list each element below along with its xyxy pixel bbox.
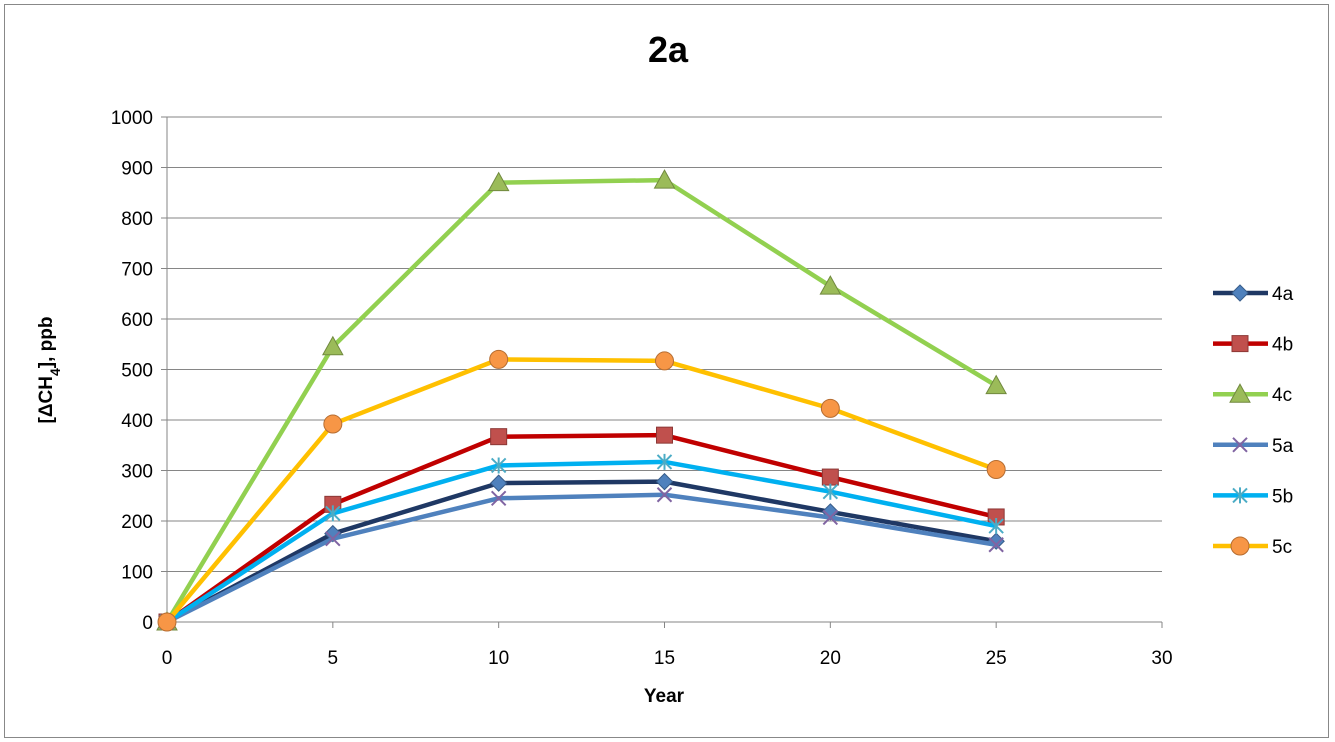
series-line (165, 177, 998, 624)
legend-label: 4a (1272, 284, 1294, 305)
legend-label: 4c (1272, 385, 1292, 406)
legend-item-4c: 4c (1213, 383, 1292, 406)
data-point (988, 518, 1004, 535)
data-point (655, 472, 674, 491)
legend-label: 5c (1272, 537, 1292, 558)
legend: 4a 4b 4c 5a 5b 5c (1213, 284, 1294, 558)
data-point (822, 483, 839, 500)
y-tick-label: 0 (142, 613, 153, 634)
series-line (165, 459, 997, 624)
x-axis-title: Year (644, 686, 685, 707)
x-tick-label: 20 (820, 648, 841, 669)
y-tick-label: 600 (121, 310, 153, 331)
data-point (656, 453, 673, 470)
y-tick-labels: 0 100 200 300 400 500 600 700 800 900 1000 (111, 108, 153, 634)
y-tick-label: 200 (121, 512, 153, 533)
y-tick-label: 900 (121, 159, 153, 180)
series-4b (158, 426, 1005, 631)
legend-label: 4b (1272, 335, 1293, 356)
y-tick-label: 800 (121, 209, 153, 230)
series-lines (156, 169, 1008, 632)
legend-marker (1231, 335, 1249, 353)
x-tick-label: 10 (488, 648, 509, 669)
chart-frame (4, 4, 1329, 738)
legend-item-5b: 5b (1213, 486, 1293, 507)
data-point (656, 426, 673, 444)
legend-marker (1232, 437, 1248, 453)
x-tick-label: 5 (328, 648, 339, 669)
axes (166, 117, 1163, 628)
legend-marker (1232, 487, 1248, 504)
data-point (487, 171, 510, 192)
y-axis-title: [ΔCH4], ppb (36, 317, 63, 424)
data-point (821, 468, 839, 486)
data-point (490, 490, 507, 506)
x-tick-label: 0 (162, 648, 173, 669)
legend-label: 5a (1272, 436, 1294, 457)
y-tick-label: 500 (121, 361, 153, 382)
x-tick-labels: 0 5 10 15 20 25 30 (162, 648, 1173, 669)
legend-item-4b: 4b (1213, 335, 1293, 356)
legend-marker (1229, 383, 1251, 403)
y-tick-label: 300 (121, 462, 153, 483)
data-point (321, 335, 344, 356)
data-point (490, 428, 508, 446)
series-line (165, 432, 997, 624)
chart-title: 2a (648, 29, 689, 70)
series-5b (159, 453, 1004, 630)
legend-item-5a: 5a (1213, 436, 1294, 457)
data-point (656, 487, 673, 503)
data-point (490, 457, 507, 474)
series-line (165, 479, 997, 624)
legend-label: 5b (1272, 486, 1293, 507)
y-axis-title-main: [ΔCH (36, 376, 57, 423)
y-tick-label: 400 (121, 411, 153, 432)
data-point (325, 530, 341, 547)
data-point (985, 374, 1008, 395)
data-point (489, 349, 509, 369)
data-point (988, 537, 1004, 553)
y-tick-label: 100 (121, 563, 153, 584)
x-tick-label: 30 (1151, 648, 1172, 669)
legend-marker (1231, 284, 1249, 302)
legend-marker (1230, 536, 1250, 556)
y-axis-title-tail: ], ppb (36, 317, 57, 369)
data-point (655, 351, 674, 371)
data-point (819, 275, 842, 295)
x-tick-label: 25 (986, 648, 1007, 669)
data-point (489, 474, 508, 492)
series-line (165, 357, 997, 624)
y-axis-title-sub: 4 (47, 368, 63, 376)
data-point (325, 505, 341, 522)
data-point (820, 398, 840, 418)
series-5c (157, 349, 1006, 632)
data-point (822, 509, 839, 526)
x-tick-label: 15 (654, 648, 675, 669)
legend-item-5c: 5c (1213, 536, 1292, 558)
y-tick-label: 700 (121, 260, 153, 281)
data-point (653, 169, 676, 189)
legend-item-4a: 4a (1213, 284, 1294, 305)
series-line (165, 492, 997, 625)
y-tick-label: 1000 (111, 108, 153, 129)
data-point (323, 414, 343, 434)
data-point (157, 612, 177, 632)
data-point (987, 532, 1005, 550)
data-point (986, 459, 1006, 479)
